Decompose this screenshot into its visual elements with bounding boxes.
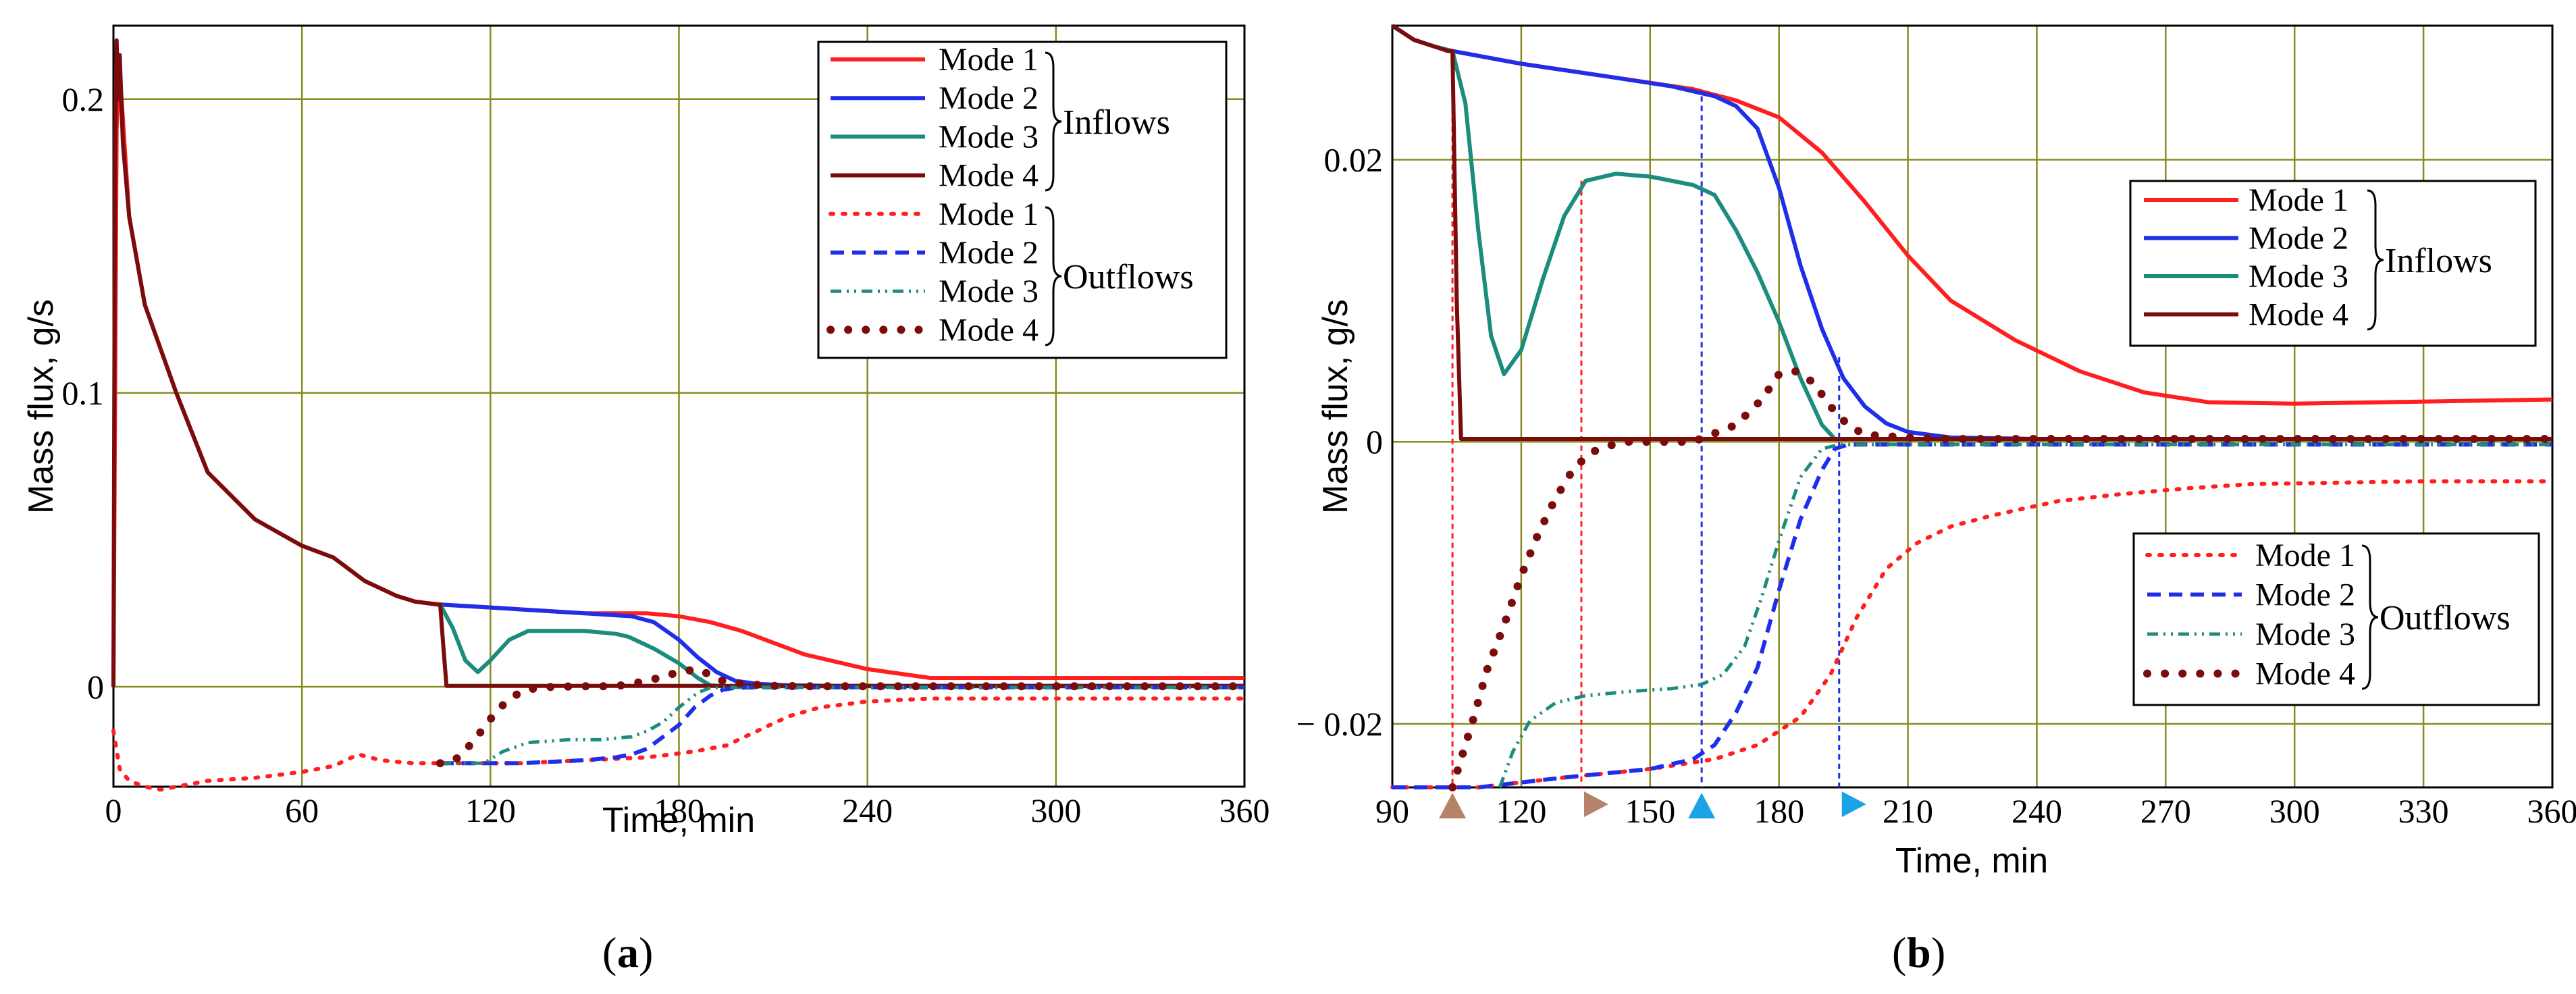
panel-a-x-tick-label: 240: [842, 791, 893, 829]
panel-b-caption-label: b: [1907, 928, 1931, 976]
panel-b-x-tick-label: 120: [1496, 792, 1546, 830]
panel-b-inflows-brace: [2367, 189, 2384, 331]
panel-b-right-triangle-marker: [1841, 791, 1866, 817]
panel-a-legend-label: Mode 4: [939, 312, 1039, 348]
panel-b-caption-open: (: [1892, 928, 1906, 976]
panel-a-series-inflows-mode-4: [111, 38, 1244, 688]
panel-a-inflows-label: Inflows: [1063, 103, 1170, 142]
panel-b-plot-frame: [1391, 24, 2554, 789]
panel-b-outflows-legend-label: Mode 2: [2255, 577, 2355, 613]
panel-a-caption-open: (: [602, 928, 616, 976]
panel-b-outflows-legend-label: Mode 1: [2255, 538, 2355, 573]
panel-b-inflows-legend-label: Mode 1: [2249, 182, 2348, 218]
panel-b-x-tick-label: 360: [2527, 792, 2576, 830]
panel-a-caption-label: a: [617, 928, 639, 976]
panel-a-legend-box: [817, 41, 1228, 359]
panel-a-legend-label: Mode 1: [939, 42, 1039, 78]
panel-b-series-outflows-mode-3: [1498, 442, 2552, 788]
panel-a-series-outflows-mode-1: [111, 696, 1246, 792]
panel-a-y-tick-label: 0: [87, 668, 104, 706]
panel-a-outflows-brace: [1045, 206, 1062, 346]
panel-b-inflows-label: Inflows: [2385, 242, 2492, 280]
panel-b-x-tick-label: 270: [2140, 792, 2191, 830]
panel-a-x-tick-label: 360: [1219, 791, 1270, 829]
panel-a-legend-label: Mode 1: [939, 197, 1039, 232]
panel-a-x-tick-label: 60: [285, 791, 319, 829]
panel-b-outflows-legend-label: Mode 3: [2255, 617, 2355, 652]
panel-b-x-tick-label: 150: [1625, 792, 1675, 830]
panel-a-x-tick-label: 180: [654, 791, 704, 829]
panel-a-caption-close: ): [639, 928, 653, 976]
panel-a-x-axis-label: Time, min: [602, 801, 755, 840]
panel-b-up-triangle-marker: [1439, 793, 1467, 818]
panel-b-caption-close: ): [1931, 928, 1945, 976]
panel-b-y-tick-label: − 0.02: [1296, 705, 1383, 743]
panel-a-x-tick-label: 120: [465, 791, 516, 829]
panel-a-caption: ( a ): [602, 928, 653, 976]
panel-b-y-tick-label: 0.02: [1324, 140, 1384, 178]
panel-a-series-outflows-mode-4: [436, 664, 1248, 768]
panel-b: 90 120 150 180 210 240 270 300 330 360 − 0.02 0 0.02…: [1296, 24, 2576, 976]
panel-b-x-tick-label: 210: [1883, 792, 1933, 830]
panel-b-x-tick-label: 330: [2398, 792, 2449, 830]
panel-a-series-inflows-mode-3: [438, 603, 1244, 689]
panel-b-series: [1390, 24, 2556, 791]
panel-a-outflows-label: Outflows: [1063, 258, 1194, 296]
panel-a-legend-label: Mode 3: [939, 273, 1039, 309]
panel-a-series-outflows-mode-3: [440, 685, 1244, 765]
panel-a-series: [111, 38, 1248, 792]
panel-b-caption: ( b ): [1892, 928, 1945, 976]
panel-a: 0 60 120 180 240 300 360 0 0.1 0.2 Time, min Mass…: [22, 24, 1270, 976]
panel-b-x-tick-label: 180: [1754, 792, 1804, 830]
panel-b-right-triangle-marker: [1583, 791, 1608, 817]
panel-b-inflows-legend-label: Mode 2: [2249, 221, 2348, 257]
panel-a-series-outflows-mode-2: [440, 685, 1244, 766]
panel-b-up-triangle-marker: [1688, 793, 1716, 818]
panel-b-inflows-legend-label: Mode 4: [2249, 297, 2348, 333]
panel-b-outflows-brace: [2361, 544, 2379, 690]
panel-b-x-tick-label: 300: [2269, 792, 2320, 830]
panel-a-inflows-brace: [1045, 51, 1062, 192]
panel-b-series-outflows-mode-2: [1392, 442, 2552, 789]
panel-a-y-tick-label: 0.2: [62, 80, 105, 118]
panel-a-legend-label: Mode 2: [939, 80, 1039, 116]
panel-b-tick-labels: 90 120 150 180 210 240 270 300 330 360 − 0.02 0 0.02: [1296, 140, 2576, 830]
panel-a-tick-labels: 0 60 120 180 240 300 360 0 0.1 0.2: [62, 80, 1270, 829]
panel-b-inflows-legend-box: [2129, 180, 2537, 347]
panel-a-series-inflows-mode-2: [440, 602, 1244, 688]
panel-a-legend-label: Mode 2: [939, 235, 1039, 271]
panel-b-y-tick-label: 0: [1366, 423, 1383, 461]
panel-b-x-tick-label: 90: [1375, 792, 1409, 830]
panel-b-x-axis-label: Time, min: [1895, 841, 2048, 881]
panel-b-series-inflows-mode-4: [1391, 24, 2552, 441]
panel-b-outflows-legend: Mode 1 Mode 2 Mode 3 Mode 4 Outflows: [2132, 532, 2540, 706]
panel-b-x-tick-label: 240: [2012, 792, 2062, 830]
panel-a-legend-label: Mode 4: [939, 158, 1039, 194]
panel-b-series-inflows-mode-3: [1391, 24, 2552, 441]
panel-a-y-tick-label: 0.1: [62, 374, 105, 412]
panel-b-outflows-legend-label: Mode 4: [2255, 656, 2355, 692]
panel-a-legend-label: Mode 3: [939, 119, 1039, 155]
panel-b-reference-lines: [1451, 51, 1841, 787]
panel-b-outflows-label: Outflows: [2380, 599, 2511, 637]
panel-a-x-tick-label: 300: [1030, 791, 1081, 829]
panel-a-y-axis-label: Mass flux, g/s: [22, 299, 61, 514]
panel-b-outflows-legend-entries: Mode 1 Mode 2 Mode 3 Mode 4: [2143, 538, 2355, 692]
panel-b-inflows-legend-label: Mode 3: [2249, 259, 2348, 294]
panel-b-y-axis-label: Mass flux, g/s: [1316, 299, 1355, 514]
panel-b-time-markers: [1439, 791, 1866, 818]
panel-b-series-outflows-mode-4: [1448, 367, 2556, 791]
panel-a-x-tick-label: 0: [105, 791, 122, 829]
